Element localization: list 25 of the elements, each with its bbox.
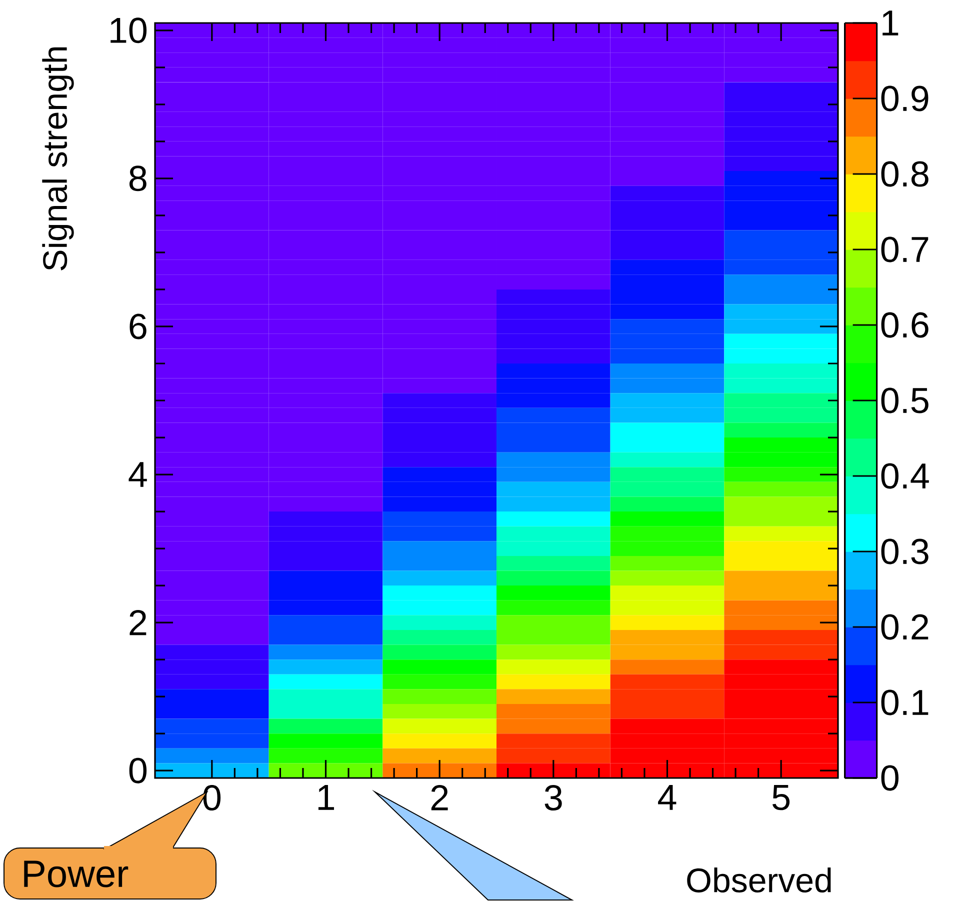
color-bar-label: 0.2 xyxy=(881,614,928,640)
y-tick-label: 0 xyxy=(129,758,147,784)
color-bar-label: 0.4 xyxy=(881,463,929,489)
x-tick-label: 4 xyxy=(658,785,676,810)
x-axis-title: Observed xyxy=(687,868,831,892)
y-tick-label: 4 xyxy=(128,462,147,487)
x-tick-label: 3 xyxy=(544,785,562,811)
y-tick-label: 10 xyxy=(110,18,147,44)
y-tick-label: 6 xyxy=(130,314,146,340)
x-tick-label: 2 xyxy=(431,785,448,810)
y-axis-title: Signal strength xyxy=(42,47,74,270)
y-tick-label: 8 xyxy=(129,166,146,192)
color-bar-label: 0.5 xyxy=(881,388,928,414)
color-bar-label: 0 xyxy=(881,765,899,791)
text: Power xyxy=(24,860,128,888)
color-bar-label: 1 xyxy=(882,10,898,36)
color-bar-label: 0.9 xyxy=(881,86,928,112)
color-bar-label: 0.1 xyxy=(881,690,928,716)
color-bar-label: 0.8 xyxy=(881,161,928,187)
x-tick-label: 5 xyxy=(772,785,790,810)
x-tick-label: 1 xyxy=(318,785,334,810)
color-bar-label: 0.6 xyxy=(881,312,928,338)
color-bar-label: 0.3 xyxy=(881,538,928,564)
y-tick-label: 2 xyxy=(130,610,146,636)
color-bar-label: 0.7 xyxy=(881,236,928,262)
